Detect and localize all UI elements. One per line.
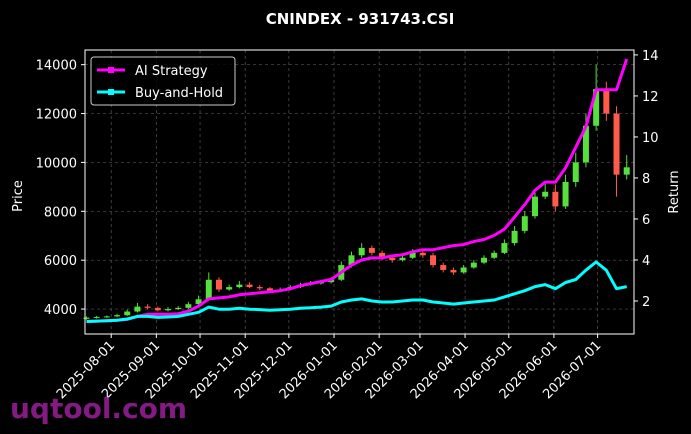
candle-body bbox=[266, 288, 273, 291]
candle-body bbox=[501, 243, 508, 253]
candle-body bbox=[348, 255, 355, 266]
y-tick-label: 10000 bbox=[36, 156, 77, 171]
candle-body bbox=[623, 167, 630, 175]
candle-body bbox=[358, 247, 365, 256]
candle-body bbox=[603, 89, 610, 114]
candle-body bbox=[246, 284, 253, 288]
candle-body bbox=[389, 257, 396, 261]
candle-body bbox=[195, 299, 202, 305]
y2-tick-label: 6 bbox=[642, 213, 650, 228]
candle-body bbox=[552, 191, 559, 207]
candle-body bbox=[419, 252, 426, 256]
y2-tick-label: 14 bbox=[642, 49, 659, 64]
candle-body bbox=[124, 311, 131, 316]
y-tick-label: 12000 bbox=[36, 108, 77, 123]
candle-body bbox=[542, 191, 549, 197]
candle-body bbox=[460, 267, 467, 273]
candle-body bbox=[613, 113, 620, 175]
y2-tick-label: 12 bbox=[642, 90, 659, 105]
y-axis-label: Price bbox=[11, 180, 26, 212]
y-tick-label: 8000 bbox=[44, 205, 77, 220]
candle-body bbox=[83, 317, 90, 319]
candle-body bbox=[430, 255, 437, 266]
y2-tick-label: 8 bbox=[642, 172, 650, 187]
legend-label: Buy-and-Hold bbox=[135, 86, 223, 101]
candle-body bbox=[154, 307, 161, 311]
chart-title: CNINDEX - 931743.CSI bbox=[266, 10, 455, 28]
candle-body bbox=[93, 316, 100, 318]
y2-tick-label: 10 bbox=[642, 131, 659, 146]
candle-body bbox=[103, 316, 110, 318]
candle-body bbox=[450, 269, 457, 273]
candle-body bbox=[399, 257, 406, 261]
y-tick-label: 4000 bbox=[44, 303, 77, 318]
candle-body bbox=[531, 196, 538, 217]
legend-marker bbox=[108, 89, 114, 95]
legend-marker bbox=[108, 67, 114, 73]
line-series bbox=[86, 58, 629, 323]
candle-body bbox=[185, 304, 192, 308]
candle-body bbox=[236, 284, 243, 288]
y-tick-label: 14000 bbox=[36, 59, 77, 74]
candle-body bbox=[582, 125, 589, 163]
candle-body bbox=[368, 247, 375, 253]
candle-body bbox=[562, 181, 569, 207]
candle-body bbox=[521, 216, 528, 231]
y-tick-label: 6000 bbox=[44, 254, 77, 269]
candle-body bbox=[409, 252, 416, 258]
candle-body bbox=[593, 89, 600, 126]
legend-label: AI Strategy bbox=[135, 64, 208, 79]
candle-body bbox=[470, 262, 477, 268]
line-series bbox=[86, 260, 628, 323]
candle-body bbox=[175, 307, 182, 310]
candle-body bbox=[205, 279, 212, 300]
legend-box bbox=[90, 56, 236, 106]
candle-body bbox=[144, 306, 151, 308]
y2-tick-label: 2 bbox=[642, 295, 650, 310]
candle-body bbox=[379, 252, 386, 258]
y2-tick-label: 4 bbox=[642, 254, 650, 269]
candle-body bbox=[134, 306, 141, 312]
candle-body bbox=[481, 257, 488, 263]
candle-body bbox=[511, 230, 518, 244]
candle-body bbox=[256, 287, 263, 289]
candle-body bbox=[440, 265, 447, 270]
watermark: uqtool.com bbox=[10, 392, 187, 425]
candle-body bbox=[572, 162, 579, 182]
plot-frame bbox=[84, 49, 635, 335]
candle-body bbox=[114, 315, 121, 317]
candle-body bbox=[491, 252, 498, 258]
candle-body bbox=[226, 287, 233, 290]
candle-body bbox=[215, 279, 222, 290]
y2-axis-label: Return bbox=[667, 170, 682, 213]
candle-body bbox=[165, 309, 172, 311]
